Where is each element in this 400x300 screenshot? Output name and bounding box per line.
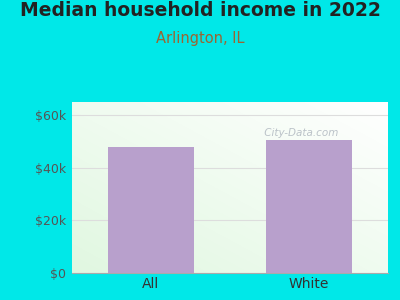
Text: Median household income in 2022: Median household income in 2022: [20, 2, 380, 20]
Text: City-Data.com: City-Data.com: [261, 128, 338, 138]
Bar: [266, 140, 352, 273]
Text: Arlington, IL: Arlington, IL: [156, 32, 244, 46]
Bar: [108, 147, 194, 273]
